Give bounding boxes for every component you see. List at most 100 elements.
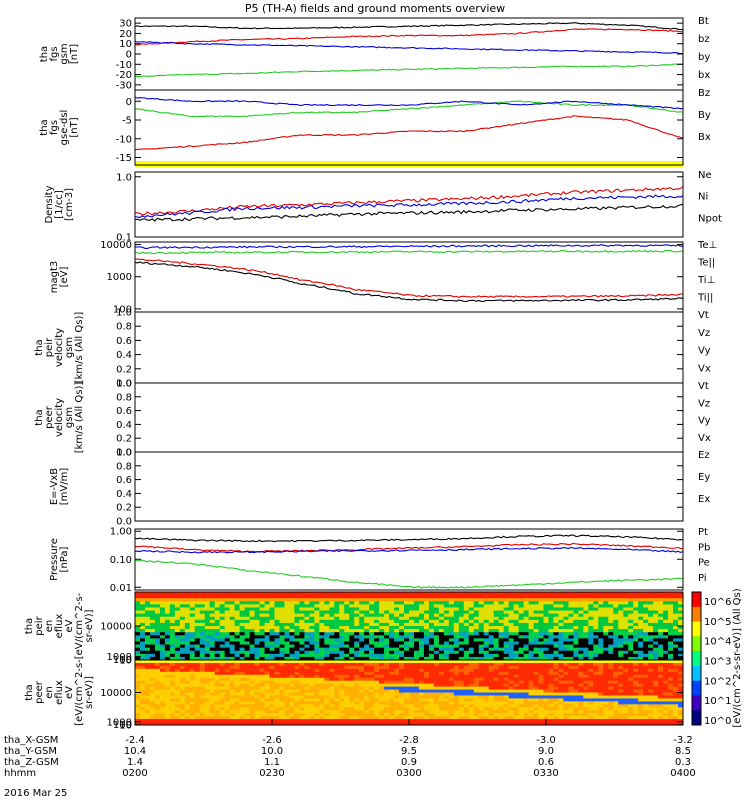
heatmap-cell bbox=[189, 695, 196, 699]
heatmap-cell bbox=[144, 638, 151, 642]
heatmap-cell bbox=[423, 660, 430, 664]
heatmap-cell bbox=[344, 598, 350, 602]
heatmap-cell bbox=[618, 668, 624, 673]
heatmap-cell bbox=[578, 607, 584, 611]
heatmap-cell bbox=[418, 710, 425, 714]
heatmap-cell bbox=[184, 610, 191, 615]
heatmap-cell bbox=[189, 665, 196, 670]
heatmap-cell bbox=[593, 674, 599, 679]
heatmap-cell bbox=[344, 722, 350, 726]
heatmap-cell bbox=[478, 680, 485, 685]
heatmap-cell bbox=[304, 698, 310, 702]
heatmap-cell bbox=[149, 595, 156, 599]
heatmap-cell bbox=[404, 610, 410, 615]
heatmap-cell bbox=[259, 635, 265, 639]
heatmap-cell bbox=[563, 671, 569, 676]
heatmap-cell bbox=[578, 595, 584, 599]
heatmap-cell bbox=[433, 647, 440, 652]
heatmap-cell bbox=[184, 692, 191, 696]
heatmap-cell bbox=[314, 629, 320, 633]
heatmap-cell bbox=[244, 692, 250, 696]
heatmap-cell bbox=[274, 601, 280, 605]
heatmap-cell bbox=[324, 638, 330, 642]
heatmap-cell bbox=[658, 595, 664, 599]
heatmap-cell bbox=[453, 707, 460, 711]
heatmap-cell bbox=[458, 616, 465, 621]
heatmap-cell bbox=[633, 592, 639, 596]
heatmap-cell bbox=[384, 622, 390, 627]
heatmap-cell bbox=[324, 668, 330, 673]
heatmap-cell bbox=[324, 671, 330, 676]
heatmap-cell bbox=[568, 638, 574, 642]
heatmap-cell bbox=[149, 713, 156, 717]
heatmap-cell bbox=[354, 613, 360, 618]
heatmap-cell bbox=[553, 592, 559, 596]
heatmap-cell bbox=[304, 716, 310, 720]
heatmap-cell bbox=[199, 653, 206, 658]
heatmap-cell bbox=[135, 607, 141, 611]
heatmap-cell bbox=[179, 719, 186, 723]
heatmap-cell bbox=[513, 713, 519, 717]
heatmap-cell bbox=[603, 713, 609, 717]
legend-entry: Pe bbox=[698, 558, 710, 569]
heatmap-cell bbox=[204, 695, 211, 699]
heatmap-cell bbox=[608, 647, 614, 652]
heatmap-cell bbox=[443, 686, 450, 690]
heatmap-cell bbox=[139, 701, 146, 705]
heatmap-cell bbox=[144, 683, 151, 687]
heatmap-cell bbox=[578, 668, 584, 673]
heatmap-cell bbox=[608, 632, 614, 636]
heatmap-cell bbox=[384, 641, 390, 645]
heatmap-cell bbox=[229, 601, 236, 605]
heatmap-cell bbox=[404, 626, 410, 630]
heatmap-cell bbox=[483, 644, 490, 649]
heatmap-cell bbox=[513, 704, 519, 708]
heatmap-cell bbox=[528, 671, 534, 676]
heatmap-cell bbox=[289, 613, 295, 618]
heatmap-cell bbox=[463, 610, 470, 615]
heatmap-cell bbox=[598, 632, 604, 636]
heatmap-cell bbox=[209, 698, 216, 702]
heatmap-cell bbox=[498, 701, 505, 705]
heatmap-cell bbox=[244, 722, 250, 726]
heatmap-cell bbox=[628, 680, 634, 685]
heatmap-cell bbox=[668, 638, 674, 642]
heatmap-cell bbox=[413, 665, 420, 670]
heatmap-cell bbox=[214, 653, 221, 658]
heatmap-cell bbox=[404, 680, 410, 685]
heatmap-cell bbox=[409, 692, 415, 696]
heatmap-cell bbox=[144, 668, 151, 673]
heatmap-cell bbox=[628, 665, 634, 670]
heatmap-cell bbox=[518, 689, 524, 693]
heatmap-cell bbox=[483, 680, 490, 685]
heatmap-cell bbox=[603, 722, 609, 726]
heatmap-cell bbox=[135, 662, 141, 667]
heatmap-cell bbox=[493, 695, 500, 699]
heatmap-cell bbox=[418, 683, 425, 687]
y-axis-label: fgs bbox=[49, 120, 60, 135]
heatmap-cell bbox=[324, 656, 330, 661]
heatmap-cell bbox=[294, 632, 300, 636]
heatmap-cell bbox=[618, 707, 624, 711]
heatmap-cell bbox=[508, 604, 515, 608]
heatmap-cell bbox=[214, 595, 221, 599]
heatmap-cell bbox=[144, 641, 151, 645]
heatmap-cell bbox=[593, 662, 599, 667]
heatmap-cell bbox=[214, 665, 221, 670]
heatmap-cell bbox=[154, 635, 161, 639]
heatmap-cell bbox=[254, 710, 260, 714]
heatmap-cell bbox=[389, 629, 395, 633]
heatmap-cell bbox=[219, 610, 226, 615]
heatmap-cell bbox=[409, 695, 415, 699]
heatmap-cell bbox=[463, 641, 470, 645]
heatmap-cell bbox=[139, 598, 146, 602]
heatmap-cell bbox=[583, 592, 589, 596]
heatmap-cell bbox=[413, 607, 420, 611]
heatmap-cell bbox=[498, 604, 505, 608]
heatmap-cell bbox=[144, 656, 151, 661]
heatmap-cell bbox=[149, 613, 156, 618]
heatmap-cell bbox=[299, 638, 305, 642]
heatmap-cell bbox=[354, 598, 360, 602]
heatmap-cell bbox=[478, 692, 485, 696]
